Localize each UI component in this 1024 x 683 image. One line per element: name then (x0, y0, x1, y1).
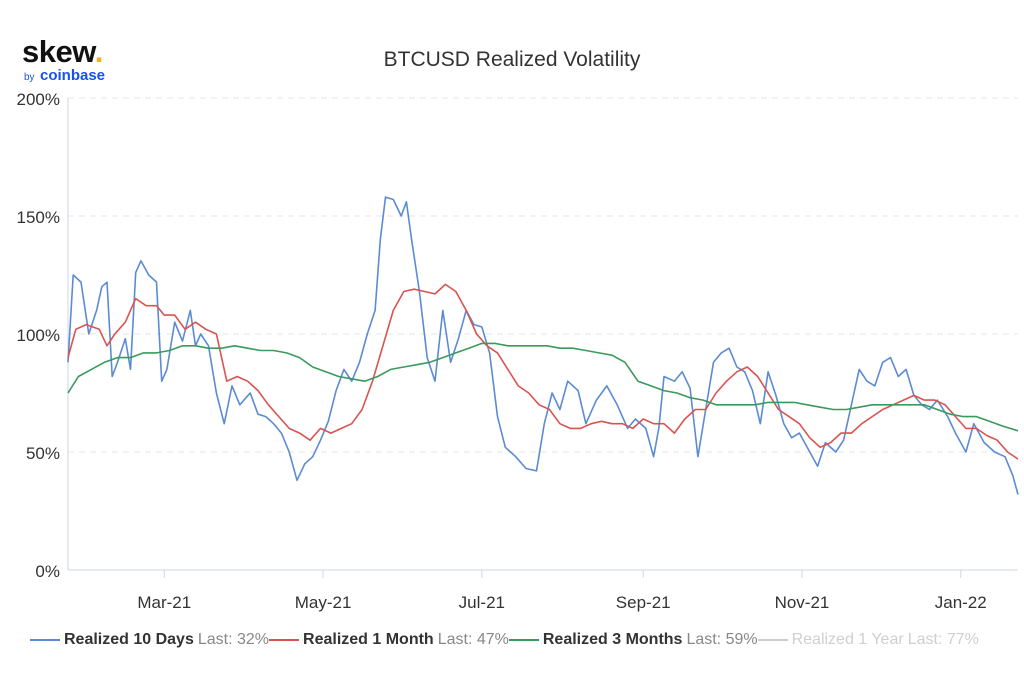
x-tick-label: Jul-21 (459, 593, 505, 612)
y-tick-label: 200% (17, 90, 60, 109)
series-line-realized-1-month (67, 283, 1019, 460)
legend-swatch (757, 639, 788, 641)
skew-logo: skew. by coinbase (22, 34, 132, 94)
legend-swatch (508, 639, 539, 641)
x-tick-label: Sep-21 (616, 593, 671, 612)
y-tick-label: 50% (26, 444, 60, 463)
logo-dot: . (94, 34, 104, 69)
axes: 0% 50% 100% 150% 200% Mar-21 May-21 Jul-21 Sep-2… (17, 90, 1018, 612)
chart-legend: Realized 10 Days Last: 32% Realized 1 Mont… (30, 628, 1020, 652)
legend-last-value: Last: 47% (437, 631, 509, 648)
legend-swatch (269, 639, 300, 641)
x-tick-label: Jan-22 (935, 593, 987, 612)
series-line-realized-10-days (67, 196, 1019, 495)
legend-series-name: Realized 3 Months (542, 631, 683, 648)
chart-title: BTCUSD Realized Volatility (383, 48, 641, 71)
series-lines (67, 196, 1019, 495)
legend-last-value: Last: 77% (907, 631, 979, 648)
x-tick-label: Nov-21 (775, 593, 830, 612)
legend-item-realized-10-days[interactable]: Realized 10 Days Last: 32% (30, 631, 269, 649)
legend-item-realized-1-month[interactable]: Realized 1 Month Last: 47% (269, 631, 509, 649)
x-tick-label: May-21 (295, 593, 352, 612)
grid-lines (68, 97, 1018, 453)
legend-item-realized-1-year[interactable]: Realized 1 Year Last: 77% (757, 631, 979, 649)
legend-last-value: Last: 32% (197, 631, 270, 648)
x-tick-label: Mar-21 (137, 593, 191, 612)
logo-by-text: by (24, 72, 35, 83)
logo-coinbase-text: coinbase (40, 67, 106, 84)
legend-item-realized-3-months[interactable]: Realized 3 Months Last: 59% (508, 631, 758, 649)
legend-last-value: Last: 59% (686, 631, 758, 648)
y-tick-label: 0% (35, 562, 60, 581)
y-tick-label: 150% (17, 208, 60, 227)
y-tick-label: 100% (17, 326, 60, 345)
legend-series-name: Realized 10 Days (64, 631, 194, 648)
legend-series-name: Realized 1 Year (791, 631, 904, 648)
volatility-chart: 0% 50% 100% 150% 200% Mar-21 May-21 Jul-21 Sep-2… (17, 90, 1019, 612)
legend-swatch (30, 639, 60, 641)
logo-text: skew (22, 34, 95, 69)
legend-series-name: Realized 1 Month (303, 631, 434, 648)
series-line-realized-3-months (67, 342, 1019, 432)
